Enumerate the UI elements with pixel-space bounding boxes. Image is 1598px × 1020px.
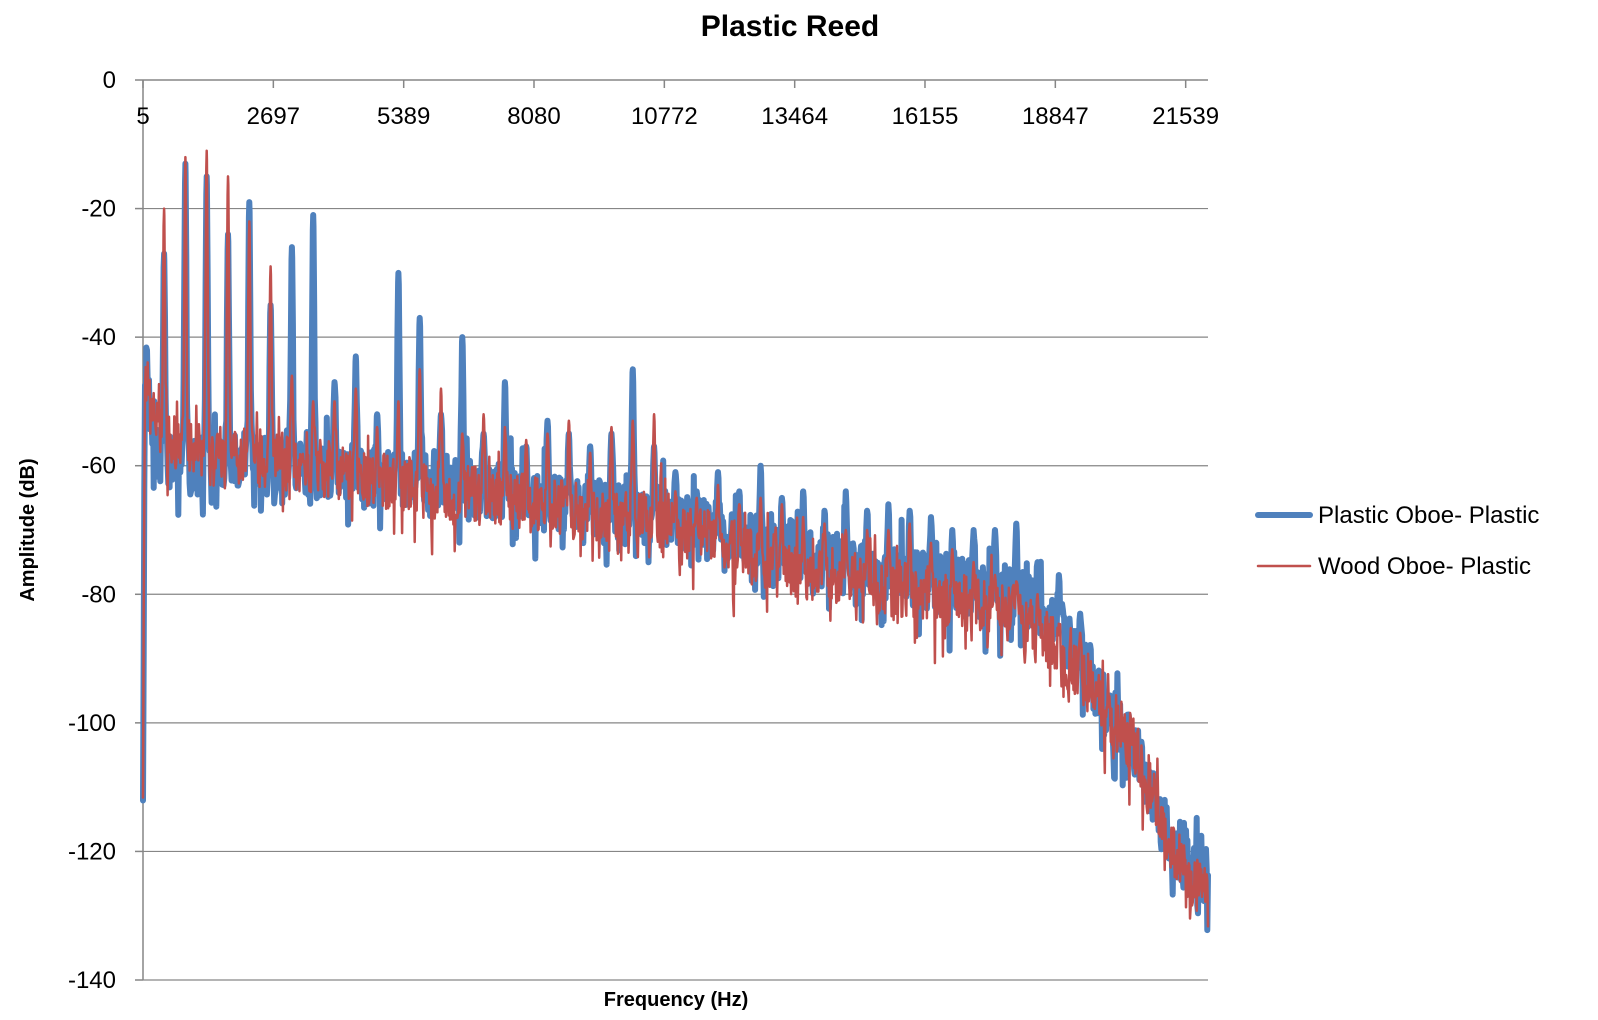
y-tick-label: -20 <box>81 196 116 223</box>
x-tick-label: 8080 <box>507 103 560 130</box>
series-line-plastic-oboe <box>140 160 1211 934</box>
legend-entry-label: Plastic Oboe- Plastic <box>1318 502 1539 529</box>
x-tick-label: 21539 <box>1152 103 1219 130</box>
x-tick-marks: 5 2697 5389 8080 10772 13464 16155 18847 21539 <box>136 80 1219 130</box>
y-tick-label: -100 <box>68 710 116 737</box>
x-tick-label: 10772 <box>631 103 698 130</box>
series-line-wood-oboe <box>141 149 1210 928</box>
y-tick-label: 0 <box>103 67 116 94</box>
x-tick-label: 5389 <box>377 103 430 130</box>
legend: Plastic Oboe- Plastic Wood Oboe- Plastic <box>1255 502 1539 580</box>
y-axis-label: Amplitude (dB) <box>17 458 39 601</box>
y-tick-marks: 0 -20 -40 -60 -80 -100 -120 -140 <box>68 67 143 994</box>
y-tick-label: -80 <box>81 581 116 608</box>
x-tick-label: 16155 <box>892 103 959 130</box>
gridlines <box>143 207 1208 981</box>
x-tick-label: 18847 <box>1022 103 1089 130</box>
y-tick-label: -120 <box>68 838 116 865</box>
x-axis-label: Frequency (Hz) <box>604 989 748 1011</box>
x-tick-label: 5 <box>136 103 149 130</box>
y-tick-label: -60 <box>81 453 116 480</box>
y-tick-label: -40 <box>81 324 116 351</box>
chart-title: Plastic Reed <box>701 10 879 43</box>
x-tick-label: 2697 <box>247 103 300 130</box>
plot-area <box>140 149 1211 934</box>
y-tick-label: -140 <box>68 967 116 994</box>
legend-entry-label: Wood Oboe- Plastic <box>1318 553 1531 580</box>
x-tick-label: 13464 <box>761 103 828 130</box>
